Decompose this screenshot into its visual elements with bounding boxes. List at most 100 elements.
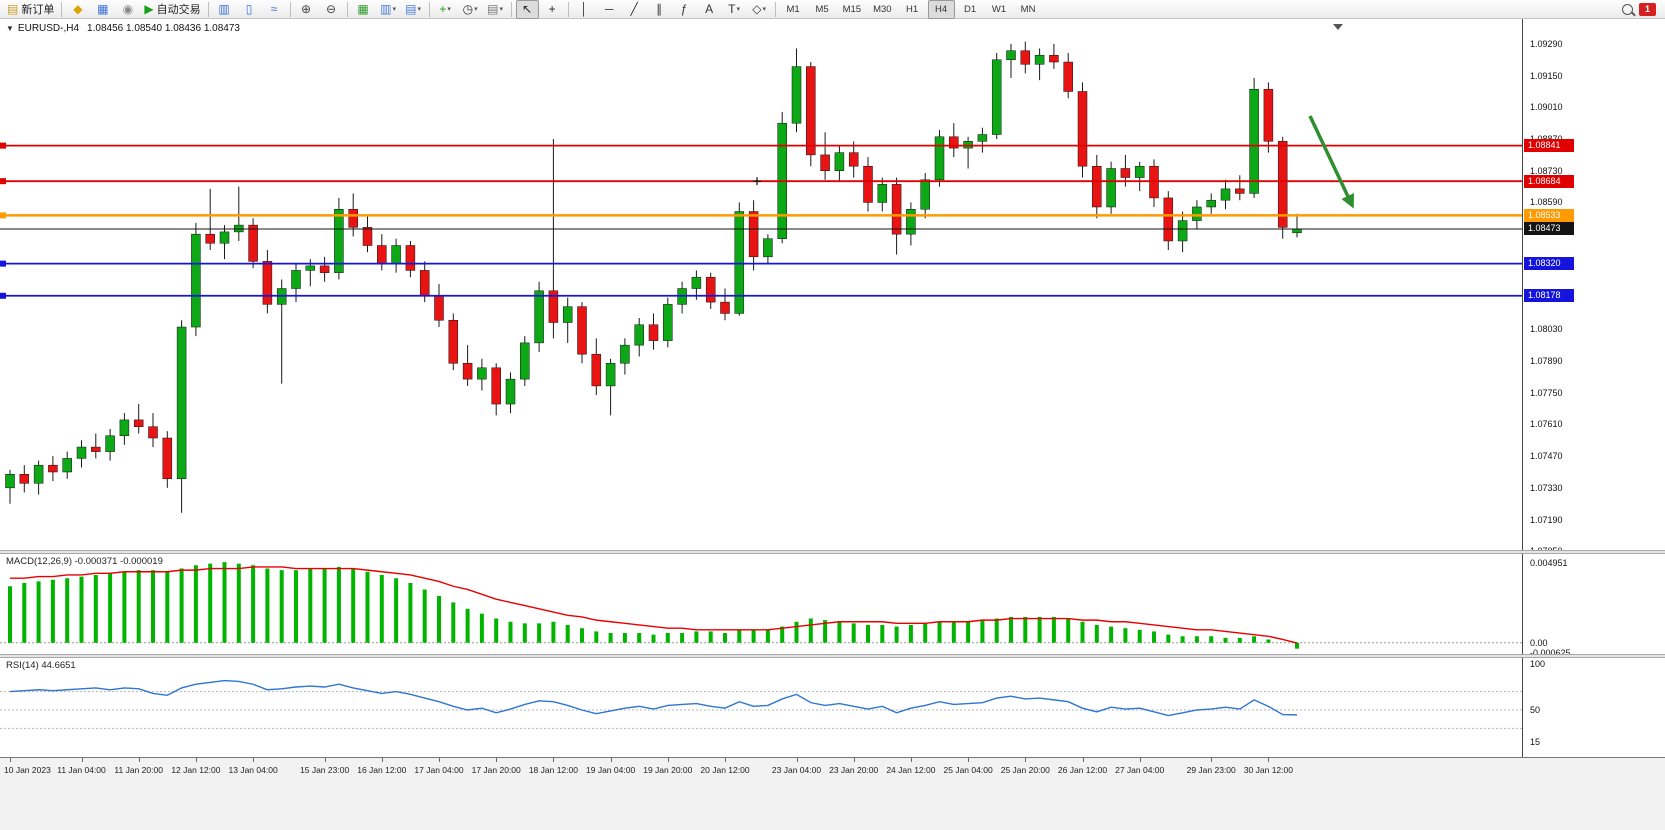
shapes-button[interactable]: ◇ ▾ [748, 0, 771, 19]
notification-badge[interactable]: 1 [1639, 2, 1656, 16]
navigator-button[interactable]: ▦ [91, 0, 114, 19]
tf-m30-button[interactable]: M30 [868, 0, 896, 19]
bear-candle [1263, 88, 1274, 142]
bear-candle [1049, 54, 1059, 63]
new-order-button[interactable]: ▤ 新订单 [4, 0, 57, 19]
macd-axis-label: -0.000625 [1530, 647, 1571, 658]
tile-windows-button[interactable]: ▦ [352, 0, 375, 19]
time-axis-label: 18 Jan 12:00 [528, 765, 578, 775]
new-chart-button[interactable]: ▥ ▾ [377, 0, 400, 19]
bull-candle [391, 245, 401, 264]
profiles-button[interactable]: ▤ ▾ [402, 0, 425, 19]
broadcast-icon: ◉ [122, 2, 134, 16]
collapse-triangle-icon[interactable]: ▼ [6, 24, 14, 33]
time-axis[interactable]: 10 Jan 2023 11 Jan 04:00 11 Jan 20:00 12 Ja… [0, 757, 1665, 830]
vertical-line-button[interactable]: │ [573, 0, 596, 19]
bull-candle [1292, 228, 1302, 234]
rsi-panel[interactable] [0, 658, 1522, 757]
price-axis[interactable]: 1.09290 1.09150 1.09010 1.08870 1.08730 1.085… [1522, 19, 1665, 757]
bar-chart-button[interactable]: ▥ [213, 0, 236, 19]
horizontal-line-button[interactable]: ─ [598, 0, 621, 19]
price-axis-label: 1.07890 [1530, 356, 1563, 366]
time-axis-label: 19 Jan 04:00 [586, 765, 636, 775]
time-axis-label: 30 Jan 12:00 [1243, 765, 1293, 775]
tf-h1-button[interactable]: H1 [899, 0, 926, 19]
bull-candle [1034, 54, 1045, 65]
time-axis-label: 23 Jan 04:00 [771, 765, 822, 775]
tf-w1-button[interactable]: W1 [986, 0, 1013, 19]
bear-candle [1063, 61, 1073, 92]
line-anchor[interactable] [0, 212, 6, 219]
periods-button[interactable]: ◷ ▾ [459, 0, 482, 19]
price-chart[interactable] [0, 19, 1522, 550]
bull-candle [977, 134, 988, 142]
bull-candle [763, 238, 773, 258]
bull-candle [5, 474, 15, 489]
bear-candle [848, 152, 859, 167]
bull-candle [1192, 206, 1202, 221]
bear-candle [548, 290, 559, 323]
broadcast-button[interactable]: ◉ [116, 0, 139, 19]
market-watch-button[interactable]: ◆ [66, 0, 89, 19]
chart-shift-marker[interactable] [1333, 24, 1343, 30]
rsi-line [9, 679, 1298, 717]
bull-candle [1177, 220, 1188, 242]
time-axis-tick [324, 758, 326, 762]
tf-m5-button[interactable]: M5 [809, 0, 836, 19]
zoom-out-button[interactable]: ⊖ [320, 0, 343, 19]
bull-candle [305, 265, 316, 271]
toolbar-groups: ▤ 新订单 ◆ ▦ ◉ ▶ 自动交易 ▥ ▯ ≈ ⊕ ⊖ ▦ ▥ ▾ ▤ ▾ + ▾ ◷ ▾ ▤ ▾ ↖ + │ ─ ╱ ∥ ƒ A T ▾ ◇ ▾… [3, 0, 1043, 19]
bear-candle [891, 184, 902, 235]
text-button[interactable]: A [698, 0, 721, 19]
bear-candle [591, 353, 602, 387]
time-axis-tick [439, 758, 440, 762]
line-anchor[interactable] [0, 292, 6, 299]
macd-panel[interactable] [0, 554, 1522, 654]
cursor-button[interactable]: ↖ [515, 0, 539, 19]
time-axis-tick [381, 758, 383, 762]
bull-candle [663, 304, 673, 341]
crosshair-button[interactable]: + [541, 0, 564, 19]
line-chart-button[interactable]: ≈ [263, 0, 286, 19]
zoom-in-icon: ⊕ [301, 2, 312, 16]
line-anchor[interactable] [0, 260, 6, 267]
tf-h4-button[interactable]: H4 [927, 0, 955, 19]
time-axis-tick [1025, 758, 1027, 762]
magnifier-icon[interactable] [1622, 3, 1633, 15]
new-order-icon: ▤ [7, 2, 19, 16]
line-anchor[interactable] [0, 178, 6, 185]
bull-candle [1249, 88, 1259, 194]
panel-separator[interactable] [0, 654, 1665, 658]
templates-button[interactable]: ▤ ▾ [484, 0, 507, 19]
line-anchor[interactable] [0, 142, 6, 149]
bull-candle [477, 367, 487, 380]
trend-arrow[interactable] [1308, 115, 1355, 209]
fibonacci-button[interactable]: ƒ [673, 0, 696, 19]
bear-candle [91, 446, 101, 452]
autotrading-button[interactable]: ▶ 自动交易 [141, 0, 203, 19]
label-button[interactable]: T ▾ [723, 0, 746, 19]
candlestick-chart-button[interactable]: ▯ [238, 0, 261, 19]
toolbar-divider [346, 1, 348, 17]
tf-m30-button-label: M30 [873, 3, 892, 15]
bear-candle [1077, 91, 1088, 167]
bear-candle [949, 136, 959, 149]
bull-candle [691, 276, 702, 289]
tf-m1-button[interactable]: M1 [780, 0, 807, 19]
tf-m15-button[interactable]: M15 [838, 0, 866, 19]
time-axis-tick [553, 758, 555, 762]
tf-d1-button[interactable]: D1 [957, 0, 984, 19]
time-axis-tick [910, 758, 912, 762]
time-axis-tick [610, 758, 612, 762]
time-axis-tick [853, 758, 855, 762]
bear-candle [705, 276, 716, 303]
panel-separator[interactable] [0, 550, 1665, 554]
zoom-in-button[interactable]: ⊕ [295, 0, 318, 19]
bull-candle [1220, 188, 1231, 201]
bull-candle [1006, 50, 1016, 61]
tf-mn-button[interactable]: MN [1015, 0, 1042, 19]
trendline-button[interactable]: ╱ [623, 0, 646, 19]
bull-candle [620, 344, 630, 364]
add-indicator-button[interactable]: + ▾ [434, 0, 457, 19]
channel-button[interactable]: ∥ [648, 0, 671, 19]
